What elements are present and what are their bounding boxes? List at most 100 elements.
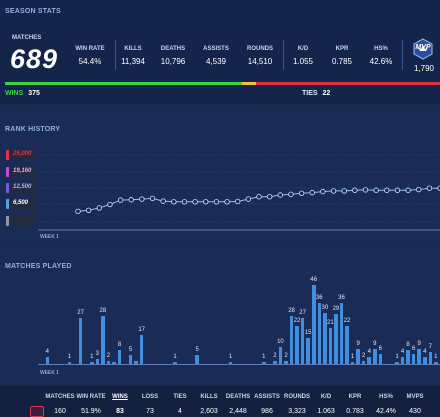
matches-bar[interactable] xyxy=(411,353,416,364)
matches-bar-value: 27 xyxy=(77,309,84,316)
rank-point[interactable] xyxy=(117,197,124,203)
rank-point[interactable] xyxy=(320,188,326,195)
rank-point[interactable] xyxy=(330,188,337,194)
matches-bar[interactable] xyxy=(356,348,360,364)
results-bar-losses xyxy=(256,82,440,85)
rank-point[interactable] xyxy=(245,196,252,202)
matches-bar[interactable] xyxy=(89,362,94,364)
matches-bar[interactable] xyxy=(417,348,421,364)
matches-bar[interactable] xyxy=(350,362,355,364)
matches-bar[interactable] xyxy=(334,314,338,364)
matches-bar[interactable] xyxy=(128,355,133,364)
summary-header: KILLS xyxy=(200,394,218,400)
matches-bar[interactable] xyxy=(422,357,427,364)
matches-bar[interactable] xyxy=(317,302,322,364)
matches-bar[interactable] xyxy=(306,338,310,364)
matches-bar-value: 36 xyxy=(338,294,345,301)
rank-point[interactable] xyxy=(277,192,283,198)
matches-bar[interactable] xyxy=(345,326,349,364)
rank-point[interactable] xyxy=(437,185,440,191)
rank-point[interactable] xyxy=(107,201,113,208)
matches-bar[interactable] xyxy=(367,357,372,364)
rank-point[interactable] xyxy=(288,191,294,198)
rank-point[interactable] xyxy=(266,194,273,200)
rank-point[interactable] xyxy=(416,186,422,193)
rank-point[interactable] xyxy=(384,187,390,193)
matches-bar[interactable] xyxy=(428,352,433,364)
matches-bar[interactable] xyxy=(300,317,305,364)
rank-point[interactable] xyxy=(139,196,145,202)
matches-bar[interactable] xyxy=(134,360,138,364)
matches-bar[interactable] xyxy=(378,353,383,364)
rank-point[interactable] xyxy=(341,188,347,194)
rank-point[interactable] xyxy=(224,199,230,205)
matches-bar[interactable] xyxy=(228,362,233,364)
summary-header: KPR xyxy=(348,394,362,400)
matches-bar[interactable] xyxy=(323,312,327,364)
matches-bar-value: 1 xyxy=(228,354,233,361)
matches-bar[interactable] xyxy=(400,357,405,364)
rank-point[interactable] xyxy=(213,199,220,205)
matches-bar[interactable] xyxy=(139,334,144,364)
rank-point[interactable] xyxy=(160,198,166,204)
matches-bar-value: 1 xyxy=(350,354,355,361)
rank-point[interactable] xyxy=(256,194,262,200)
rank-point[interactable] xyxy=(203,199,209,205)
matches-bar-value: 8 xyxy=(117,342,122,349)
matches-bar-value: 1 xyxy=(173,354,177,361)
rank-history-title: RANK HISTORY xyxy=(5,126,61,133)
matches-bar[interactable] xyxy=(45,357,50,364)
ties-caption: TIES 22 xyxy=(302,90,330,97)
summary-header: DEATHS xyxy=(225,394,251,400)
matches-bar[interactable] xyxy=(273,360,277,364)
rank-point[interactable] xyxy=(298,190,305,196)
rounds-value: 14,510 xyxy=(247,57,273,66)
matches-bar[interactable] xyxy=(289,316,294,364)
rank-point[interactable] xyxy=(181,199,188,205)
matches-bar[interactable] xyxy=(278,346,283,364)
matches-bar[interactable] xyxy=(395,362,399,364)
rank-point[interactable] xyxy=(405,187,411,193)
matches-bar[interactable] xyxy=(328,328,333,364)
rank-point[interactable] xyxy=(85,207,92,213)
rank-point[interactable] xyxy=(373,187,379,193)
rank-tier-badge: 25,000 xyxy=(6,150,36,160)
assists-value: 4,539 xyxy=(205,57,227,66)
rank-point[interactable] xyxy=(352,187,358,193)
rank-point[interactable] xyxy=(75,208,81,215)
matches-bar[interactable] xyxy=(373,348,377,364)
matches-bar[interactable] xyxy=(361,360,366,364)
rank-history-panel xyxy=(0,112,440,244)
weekly-summary-table xyxy=(0,386,440,417)
matches-bar[interactable] xyxy=(284,360,288,364)
rank-tier-badge: 19,160 xyxy=(6,167,36,177)
matches-bar[interactable] xyxy=(434,362,438,364)
matches-bar[interactable] xyxy=(339,302,344,364)
matches-bar[interactable] xyxy=(67,362,72,364)
rank-point[interactable] xyxy=(362,187,369,193)
rank-point[interactable] xyxy=(192,199,198,205)
rank-point[interactable] xyxy=(128,197,134,203)
matches-bar[interactable] xyxy=(95,358,100,364)
rank-point[interactable] xyxy=(96,205,102,211)
rank-point[interactable] xyxy=(149,195,156,202)
rank-point[interactable] xyxy=(394,187,401,193)
matches-bar[interactable] xyxy=(106,360,111,364)
matches-bar[interactable] xyxy=(101,316,105,364)
matches-bar[interactable] xyxy=(295,326,299,364)
matches-bar[interactable] xyxy=(173,362,177,364)
matches-bar[interactable] xyxy=(117,350,122,364)
summary-header: WINS xyxy=(112,394,128,400)
rank-point[interactable] xyxy=(426,185,433,191)
matches-bar[interactable] xyxy=(112,362,116,364)
matches-bar-value: 5 xyxy=(128,347,133,354)
matches-bar[interactable] xyxy=(195,355,199,364)
matches-bar[interactable] xyxy=(406,350,410,364)
matches-bar[interactable] xyxy=(262,362,266,364)
summary-value: 3,323 xyxy=(288,408,306,415)
rank-point[interactable] xyxy=(171,199,177,205)
matches-bar[interactable] xyxy=(311,285,316,364)
matches-bar[interactable] xyxy=(78,317,83,364)
rank-point[interactable] xyxy=(309,189,315,196)
rank-point[interactable] xyxy=(235,198,241,205)
